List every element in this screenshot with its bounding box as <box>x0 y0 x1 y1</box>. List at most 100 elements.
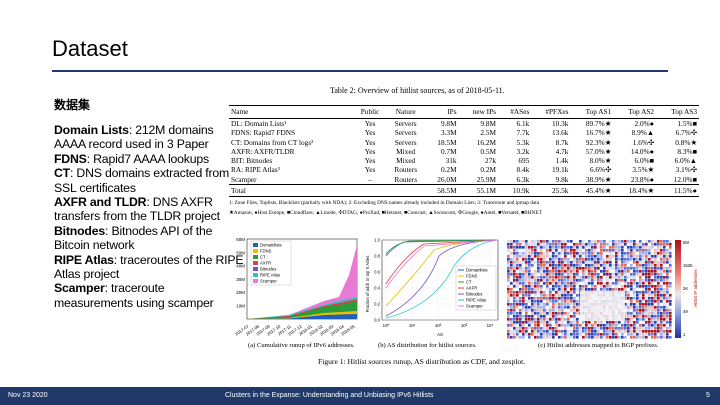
zesplot-tile <box>624 240 627 243</box>
zesplot-tile <box>588 321 591 324</box>
colorbar-tick: 5M <box>683 240 689 245</box>
zesplot-tile <box>534 324 537 327</box>
zesplot-tile <box>546 327 549 330</box>
zesplot-tile <box>624 318 627 321</box>
zesplot-tile <box>582 330 585 333</box>
zesplot-tile <box>543 306 546 309</box>
zesplot-tile <box>654 300 657 303</box>
zesplot-tile <box>669 312 672 315</box>
zesplot-tile <box>540 252 543 255</box>
zesplot-tile <box>594 273 597 276</box>
zesplot-tile <box>669 324 672 327</box>
zesplot-tile <box>552 285 555 288</box>
zesplot-tile <box>564 306 567 309</box>
zesplot-tile <box>576 279 579 282</box>
zesplot-tile <box>543 312 546 315</box>
zesplot-tile <box>624 303 627 306</box>
zesplot-tile <box>552 258 555 261</box>
zesplot-tile <box>558 306 561 309</box>
zesplot-tile <box>507 285 510 288</box>
zesplot-tile <box>528 291 531 294</box>
zesplot-tile <box>639 324 642 327</box>
zesplot-tile <box>594 240 597 243</box>
zesplot-tile <box>651 300 654 303</box>
zesplot-tile <box>567 243 570 246</box>
zesplot-tile <box>669 264 672 267</box>
zesplot-tile <box>627 243 630 246</box>
figure-b-curve <box>385 239 499 317</box>
zesplot-tile <box>507 297 510 300</box>
zesplot-tile <box>558 327 561 330</box>
zesplot-tile <box>639 279 642 282</box>
table-cell: 2.0%● <box>634 119 655 128</box>
zesplot-tile <box>597 255 600 258</box>
zesplot-tile <box>600 282 603 285</box>
zesplot-tile <box>513 300 516 303</box>
zesplot-tile <box>648 309 651 312</box>
zesplot-tile <box>534 243 537 246</box>
zesplot-tile <box>651 303 654 306</box>
zesplot-tile <box>642 330 645 333</box>
zesplot-tile <box>519 291 522 294</box>
zesplot-tile <box>642 243 645 246</box>
zesplot-tile <box>639 270 642 273</box>
zesplot-tile <box>579 270 582 273</box>
zesplot-tile <box>639 291 642 294</box>
zesplot-tile <box>567 321 570 324</box>
zesplot-tile <box>546 276 549 279</box>
zesplot-tile <box>516 318 519 321</box>
zesplot-tile <box>612 252 615 255</box>
zesplot-tile <box>663 243 666 246</box>
zesplot-tile <box>639 333 642 336</box>
zesplot-tile <box>606 261 609 264</box>
zesplot-tile <box>540 321 543 324</box>
zesplot-tile <box>639 297 642 300</box>
zesplot-tile <box>546 282 549 285</box>
table-cell: 31k <box>445 156 457 166</box>
zesplot-tile <box>510 282 513 285</box>
table-cell: Yes <box>364 165 376 175</box>
zesplot-tile <box>519 270 522 273</box>
zesplot-tile <box>510 255 513 258</box>
table-cell: 16.7%★ <box>585 128 612 138</box>
zesplot-tile <box>633 324 636 327</box>
zesplot-tile <box>648 270 651 273</box>
zesplot-tile <box>528 270 531 273</box>
zesplot-tile <box>570 249 573 252</box>
zesplot-tile <box>657 294 660 297</box>
zesplot-tile <box>558 270 561 273</box>
zesplot-tile <box>570 267 573 270</box>
zesplot-tile <box>621 255 624 258</box>
zesplot-tile <box>666 243 669 246</box>
zesplot-tile <box>657 276 660 279</box>
zesplot-tile <box>663 240 666 243</box>
zesplot-tile <box>642 240 645 243</box>
zesplot-tile <box>555 321 558 324</box>
zesplot-tile <box>516 303 519 306</box>
zesplot-tile <box>618 249 621 252</box>
zesplot-tile <box>624 297 627 300</box>
zesplot-tile <box>627 273 630 276</box>
zesplot-tile <box>543 264 546 267</box>
zesplot-tile <box>513 336 516 339</box>
zesplot-tile <box>516 327 519 330</box>
zesplot-tile <box>600 276 603 279</box>
zesplot-tile <box>645 333 648 336</box>
zesplot-tile <box>630 294 633 297</box>
zesplot-tile <box>660 249 663 252</box>
zesplot-tile <box>576 294 579 297</box>
zesplot-tile <box>549 324 552 327</box>
entry-domain-lists: Domain Lists: 212M domains AAAA record u… <box>54 123 244 152</box>
zesplot-tile <box>531 270 534 273</box>
zesplot-tile <box>534 267 537 270</box>
zesplot-tile <box>540 291 543 294</box>
zesplot-tile <box>555 267 558 270</box>
zesplot-tile <box>606 255 609 258</box>
zesplot-tile <box>537 294 540 297</box>
zesplot-tile <box>558 267 561 270</box>
zesplot-tile <box>564 291 567 294</box>
zesplot-tile <box>564 318 567 321</box>
zesplot-tile <box>630 315 633 318</box>
zesplot-tile <box>510 279 513 282</box>
zesplot-tile <box>633 333 636 336</box>
